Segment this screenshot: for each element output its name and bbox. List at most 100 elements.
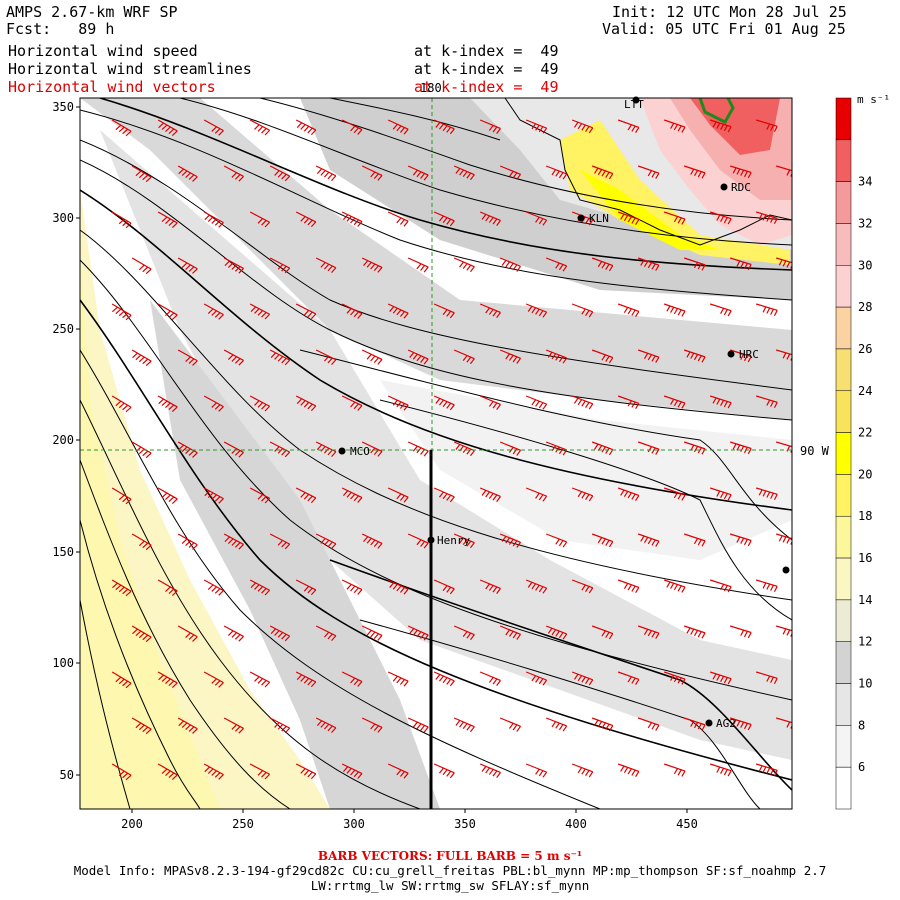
colorbar-swatch (835, 766, 852, 810)
wind-barb (269, 349, 291, 366)
wind-barb (617, 395, 640, 410)
wind-barb (756, 671, 778, 685)
wind-barb (223, 257, 244, 274)
wind-barb (683, 257, 706, 271)
wind-barb (499, 257, 522, 272)
wind-barb (315, 165, 337, 182)
wind-barb (617, 119, 640, 134)
x-tick-label: 350 (454, 817, 476, 831)
wind-barb (341, 763, 363, 779)
wind-barb (387, 763, 409, 779)
streamlines (80, 98, 792, 809)
station-dot-icon (705, 719, 713, 727)
colorbar-swatch (835, 390, 852, 433)
wind-barb (177, 441, 198, 458)
wind-barb (131, 533, 152, 551)
wind-barb (637, 257, 660, 271)
station-unnamed (782, 566, 790, 574)
wind-barb (433, 303, 455, 319)
wind-barb (525, 487, 548, 502)
wind-barb (617, 763, 640, 778)
wind-barb (525, 119, 548, 134)
station-dot-icon (427, 536, 435, 544)
wind-barb (341, 487, 363, 503)
wind-barb (249, 303, 271, 320)
colorbar-swatch (835, 97, 852, 141)
wind-barb (571, 579, 594, 594)
wind-barb (295, 487, 317, 504)
wind-barb (407, 165, 429, 181)
y-tick-label: 50 (60, 768, 74, 782)
wind-barb (499, 349, 522, 364)
wind-barb (111, 303, 132, 321)
wind-barb (453, 257, 475, 273)
wind-barb (111, 763, 132, 781)
wind-barb (683, 625, 706, 639)
station-dot-icon (577, 214, 585, 222)
wind-barb (663, 763, 686, 777)
wind-barb (591, 349, 614, 364)
station-dot-icon (338, 447, 346, 455)
colorbar-label: 12 (858, 635, 872, 649)
colorbar-swatch (835, 223, 852, 266)
wind-barb (637, 625, 660, 639)
wind-barb (663, 119, 686, 133)
colorbar-swatch (835, 306, 852, 350)
wind-barb (709, 671, 732, 685)
wind-barb (571, 395, 594, 410)
wind-barb (729, 717, 752, 731)
wind-barb (361, 533, 383, 549)
colorbar-swatch (835, 432, 852, 475)
wind-barb (269, 441, 291, 458)
wind-barb (591, 441, 614, 456)
wind-barb (387, 119, 409, 135)
wind-barb (499, 625, 522, 640)
station-ltt: LTT (624, 96, 644, 111)
wind-barb (249, 671, 271, 688)
wind-barb (776, 257, 792, 269)
wind-barb (479, 395, 501, 410)
y-tick-label: 300 (52, 211, 74, 225)
wind-barb (223, 625, 244, 642)
wind-barb (249, 395, 271, 412)
wind-barb (315, 257, 337, 274)
station-dot-icon (782, 566, 790, 574)
wind-barb (315, 625, 337, 642)
wind-barb (111, 487, 132, 505)
wind-barb (683, 165, 706, 179)
colorbar-label: 6 (858, 760, 865, 774)
colorbar-label: 32 (858, 216, 872, 230)
colorbar-label: 26 (858, 342, 872, 356)
colorbar-label: 30 (858, 258, 872, 272)
wind-barbs (111, 119, 792, 781)
wind-barb (479, 487, 501, 502)
station-label: RDC (731, 181, 751, 194)
wind-barb (663, 303, 686, 317)
wind-barb (453, 349, 475, 365)
wind-barb (177, 533, 198, 550)
wind-barb (341, 303, 363, 319)
station-dot-icon (632, 96, 640, 104)
colorbar-swatch (835, 265, 852, 308)
wind-barb (407, 625, 429, 641)
wind-barb (709, 487, 732, 501)
stations: LTT RDC KLN HRC MCO Henry AG2 (338, 96, 790, 730)
wind-barb (295, 211, 317, 228)
wind-barb (177, 349, 198, 366)
wind-barb (591, 625, 614, 640)
wind-barb (729, 349, 752, 363)
wind-barb (407, 257, 429, 273)
wind-barb (683, 533, 706, 547)
wind-barb (223, 717, 244, 734)
wind-barb (709, 211, 732, 225)
wind-barb (433, 579, 455, 595)
wind-barb (387, 579, 409, 595)
wind-barb (177, 625, 198, 642)
wind-barb (387, 303, 409, 319)
wind-barb (223, 349, 244, 366)
barb-note: BARB VECTORS: FULL BARB = 5 m s⁻¹ (317, 849, 583, 863)
wind-barb (361, 165, 383, 181)
wind-barb (525, 579, 548, 594)
wind-barb (315, 441, 337, 458)
